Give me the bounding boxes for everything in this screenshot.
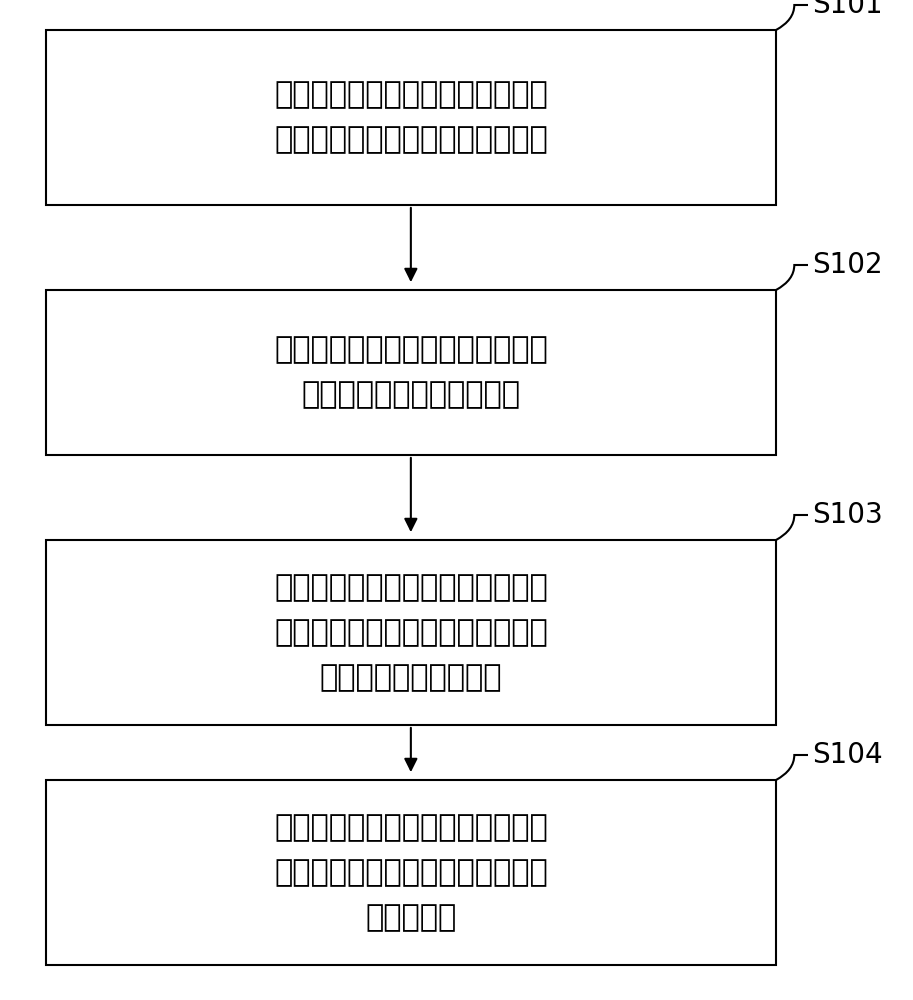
Text: S101: S101 xyxy=(813,0,883,19)
Bar xyxy=(46,540,776,725)
Bar xyxy=(46,290,776,455)
Text: S102: S102 xyxy=(813,251,883,279)
Text: S103: S103 xyxy=(813,501,883,529)
Text: 在同步发电机励磁系统控制主环设
置选择开关、竞比模块和求和模块: 在同步发电机励磁系统控制主环设 置选择开关、竞比模块和求和模块 xyxy=(274,80,548,155)
Bar xyxy=(46,30,776,205)
Text: 获取输入到同步发电机励磁系统控
制主环的附加输入信号类型: 获取输入到同步发电机励磁系统控 制主环的附加输入信号类型 xyxy=(274,335,548,410)
Text: 根据所述附加输入信号的类型通过
所述选择开关控制所述附加输入信
号输入到对应的叠加点: 根据所述附加输入信号的类型通过 所述选择开关控制所述附加输入信 号输入到对应的叠… xyxy=(274,573,548,692)
Text: 根据所述选择开关对应的竞比模块
和求和模块决定所述附加输入信号
的叠加方式: 根据所述选择开关对应的竞比模块 和求和模块决定所述附加输入信号 的叠加方式 xyxy=(274,813,548,932)
Text: S104: S104 xyxy=(813,741,883,769)
Bar xyxy=(46,780,776,965)
